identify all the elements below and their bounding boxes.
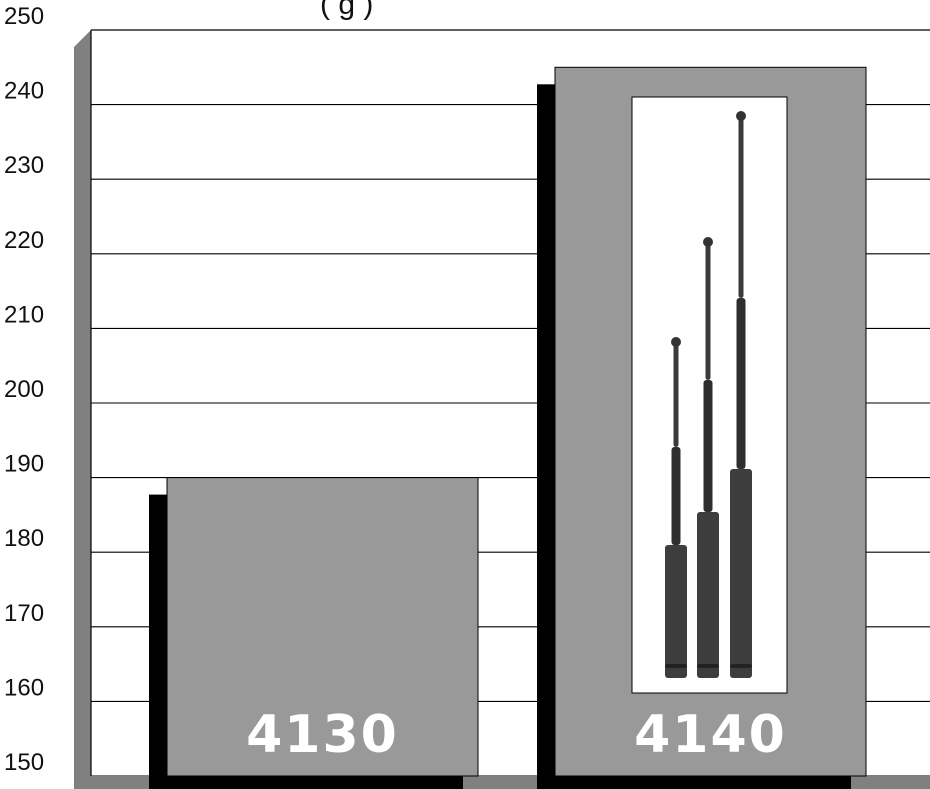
y-tick-label: 190 (4, 451, 44, 478)
y-tick-label: 230 (4, 152, 44, 179)
y-tick-label: 220 (4, 227, 44, 254)
bar-shadow-side (149, 494, 167, 789)
y-tick-label: 180 (4, 525, 44, 552)
y-tick-label: 210 (4, 301, 44, 328)
bar-4130 (166, 477, 479, 777)
chart-wall-side (74, 30, 91, 788)
y-tick-label: 160 (4, 674, 44, 701)
plot-area: 150 160 170 180 190 200 210 220 230 240 250 4130 414… (4, 3, 930, 789)
bar-label-4140: 4140 (634, 705, 787, 765)
bar-label-4130: 4130 (246, 705, 399, 765)
y-tick-label: 150 (4, 749, 44, 776)
y-tick-label: 240 (4, 78, 44, 105)
expandable-baton-photo-icon (665, 111, 752, 678)
bar-shadow-base (537, 776, 851, 789)
bar-shadow-base (149, 776, 463, 789)
y-tick-label: 170 (4, 600, 44, 627)
bar-shadow-side (537, 84, 555, 789)
y-tick-label: 250 (4, 3, 44, 30)
chart-title-fragment: ( g ) (320, 0, 373, 21)
y-tick-label: 200 (4, 376, 44, 403)
